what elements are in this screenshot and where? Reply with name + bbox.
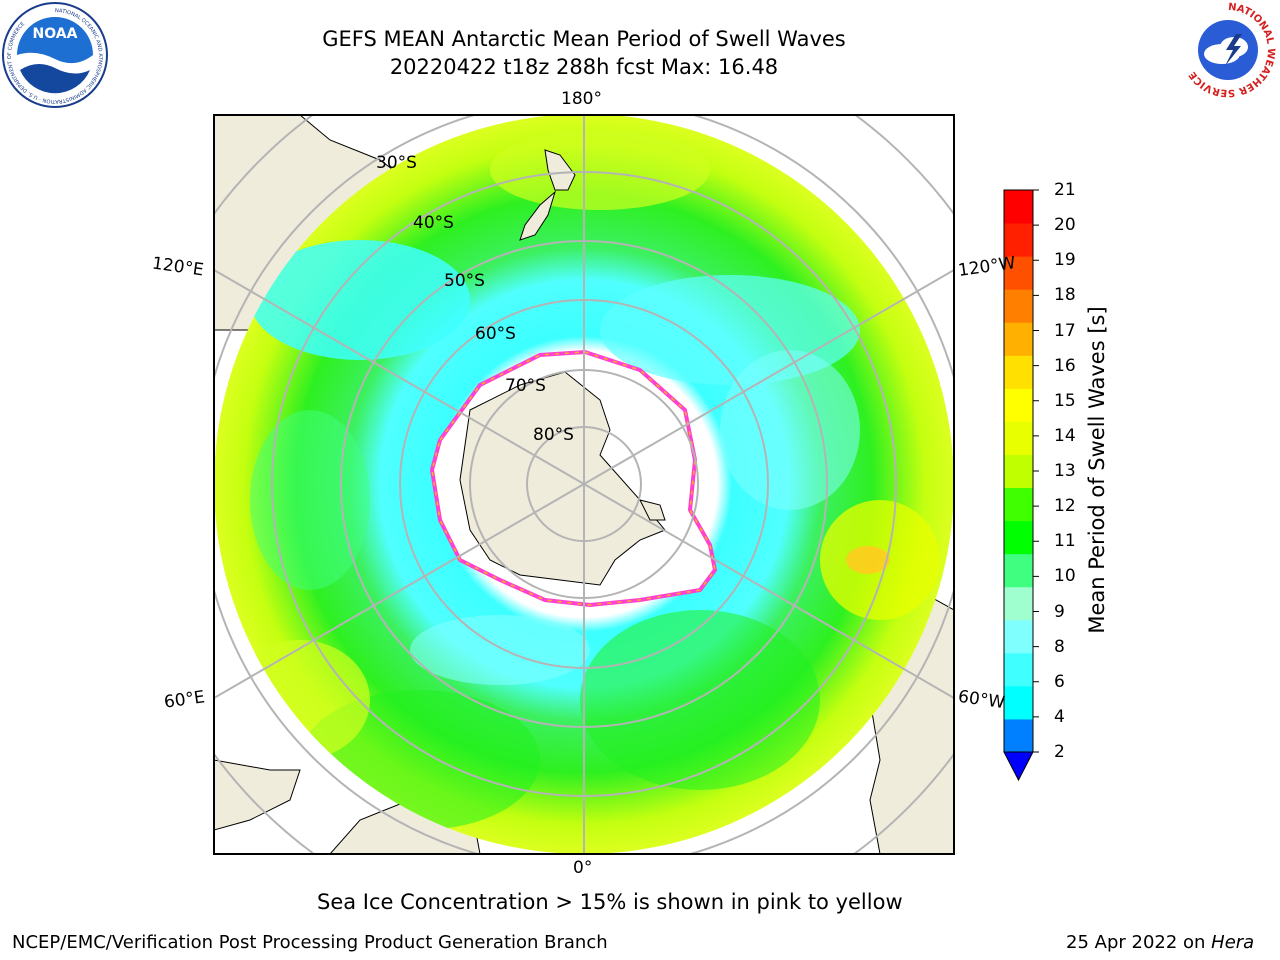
map-frame — [213, 114, 955, 855]
lat-label-80: 80°S — [533, 425, 574, 445]
colorbar-tick-label: 4 — [1054, 706, 1065, 727]
footer-right: 25 Apr 2022 on Hera — [1066, 932, 1254, 953]
colorbar-segment — [1004, 586, 1033, 621]
longitude-gridlines — [214, 115, 954, 854]
colorbar-tick-label: 12 — [1054, 496, 1076, 517]
colorbar-segment — [1004, 487, 1033, 522]
colorbar-tick-label: 19 — [1054, 250, 1076, 271]
colorbar-segment — [1004, 553, 1033, 588]
colorbar — [1003, 189, 1039, 782]
colorbar-tick-label: 13 — [1054, 461, 1076, 481]
colorbar-segment — [1004, 388, 1033, 422]
colorbar-segment — [1004, 685, 1033, 720]
colorbar-segment — [1004, 355, 1033, 389]
colorbar-tick-label: 15 — [1054, 390, 1076, 411]
colorbar-segment — [1004, 256, 1033, 290]
colorbar-tick-label: 20 — [1054, 215, 1076, 236]
lat-label-40: 40°S — [413, 213, 454, 233]
svg-text:NOAA: NOAA — [33, 26, 78, 42]
colorbar-tick-label: 6 — [1054, 671, 1065, 692]
lat-label-70: 70°S — [505, 376, 546, 396]
colorbar-tick-label: 14 — [1054, 425, 1076, 446]
colorbar-segment — [1004, 190, 1033, 224]
footer-left: NCEP/EMC/Verification Post Processing Pr… — [12, 932, 608, 953]
colorbar-segment — [1004, 289, 1033, 323]
colorbar-tick-label: 18 — [1054, 285, 1076, 306]
nws-logo: NATIONAL WEATHER SERVICE — [1180, 2, 1276, 98]
colorbar-tick-label: 21 — [1054, 180, 1076, 200]
footer-machine: Hera — [1211, 932, 1255, 953]
lat-label-50: 50°S — [444, 271, 485, 291]
colorbar-segment — [1004, 718, 1033, 753]
chart-subtitle: 20220422 t18z 288h fcst Max: 16.48 — [389, 55, 779, 79]
colorbar-tick-label: 16 — [1054, 355, 1076, 376]
colorbar-segment — [1004, 619, 1033, 654]
sea-ice-note: Sea Ice Concentration > 15% is shown in … — [317, 890, 903, 914]
colorbar-tick-label: 8 — [1054, 636, 1065, 657]
colorbar-extend-triangle — [1003, 751, 1034, 782]
colorbar-tick-label: 2 — [1054, 742, 1065, 762]
colorbar-segment — [1004, 322, 1033, 356]
colorbar-label: Mean Period of Swell Waves [s] — [1085, 306, 1109, 634]
lat-label-60: 60°S — [475, 324, 516, 344]
lon-label-0: 0° — [573, 858, 593, 878]
colorbar-segment — [1004, 454, 1033, 489]
colorbar-tick-label: 17 — [1054, 320, 1076, 341]
colorbar-segment — [1004, 520, 1033, 555]
map-area — [214, 115, 954, 854]
chart-title: GEFS MEAN Antarctic Mean Period of Swell… — [322, 27, 846, 51]
noaa-logo: NATIONAL OCEANIC AND ATMOSPHERIC ADMINIS… — [2, 2, 108, 108]
colorbar-tick-label: 11 — [1054, 531, 1076, 552]
colorbar-segment — [1004, 223, 1033, 257]
colorbar-tick-label: 9 — [1054, 601, 1065, 622]
lat-label-30: 30°S — [376, 153, 417, 173]
lon-label-180: 180° — [561, 89, 602, 109]
colorbar-segment — [1004, 652, 1033, 687]
footer-date: 25 Apr 2022 on — [1066, 932, 1212, 953]
colorbar-segment — [1004, 421, 1033, 455]
colorbar-tick-label: 10 — [1054, 566, 1076, 587]
